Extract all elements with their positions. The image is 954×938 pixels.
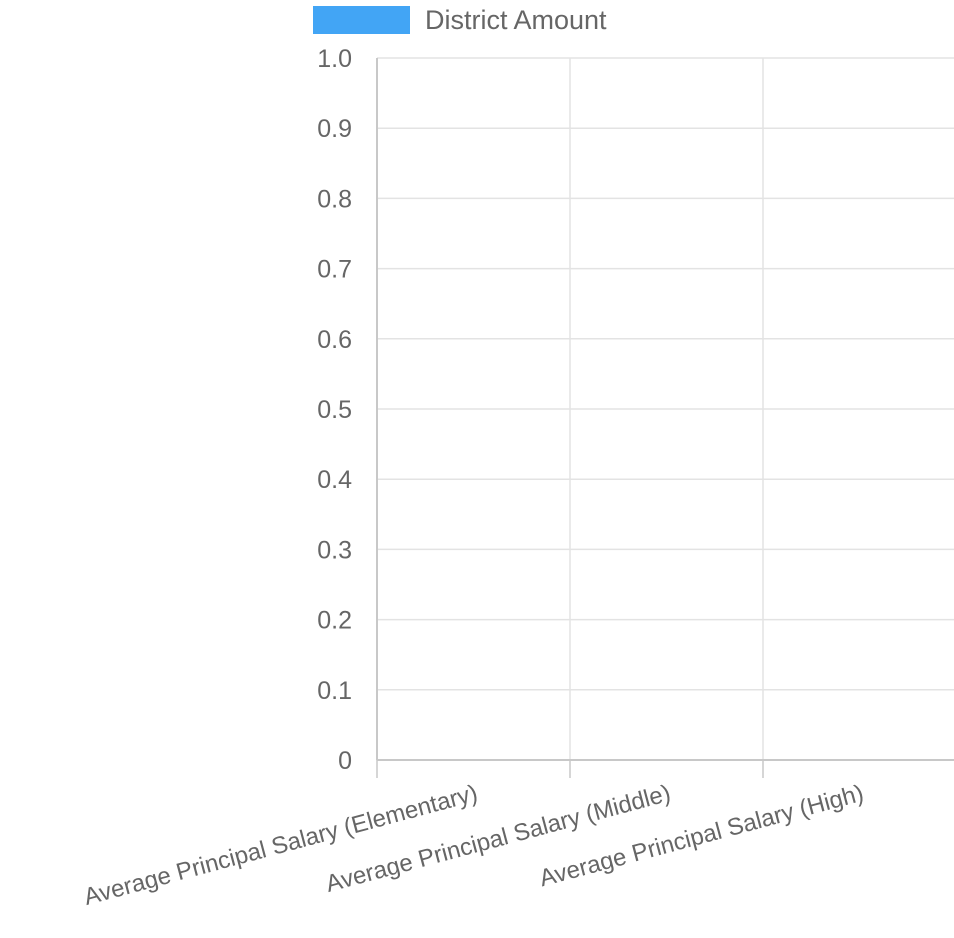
legend-swatch-district-amount: [313, 6, 410, 34]
y-tick-label: 0.5: [317, 396, 352, 424]
y-gridlines: [377, 58, 954, 690]
x-category-label: Average Principal Salary (Middle): [323, 780, 674, 898]
y-tick-label: 0.2: [317, 607, 352, 635]
y-tick-label: 0.7: [317, 256, 352, 284]
y-tick-label: 0.8: [317, 185, 352, 213]
y-axis-tick-labels: 0 0.1 0.2 0.3 0.4 0.5 0.6 0.7 0.8 0.9 1.0: [317, 45, 352, 775]
legend-label-district-amount: District Amount: [425, 5, 607, 35]
axes: [377, 58, 954, 778]
y-tick-label: 0.4: [317, 466, 352, 494]
y-tick-label: 0.9: [317, 115, 352, 143]
y-tick-label: 0.3: [317, 536, 352, 564]
y-tick-label: 0.6: [317, 326, 352, 354]
y-tick-label: 0: [338, 747, 352, 775]
legend[interactable]: District Amount: [313, 5, 607, 35]
y-tick-label: 1.0: [317, 45, 352, 73]
x-category-label: Average Principal Salary (High): [537, 780, 867, 893]
y-tick-label: 0.1: [317, 677, 352, 705]
x-axis-category-labels: Average Principal Salary (Elementary)Ave…: [81, 780, 867, 911]
